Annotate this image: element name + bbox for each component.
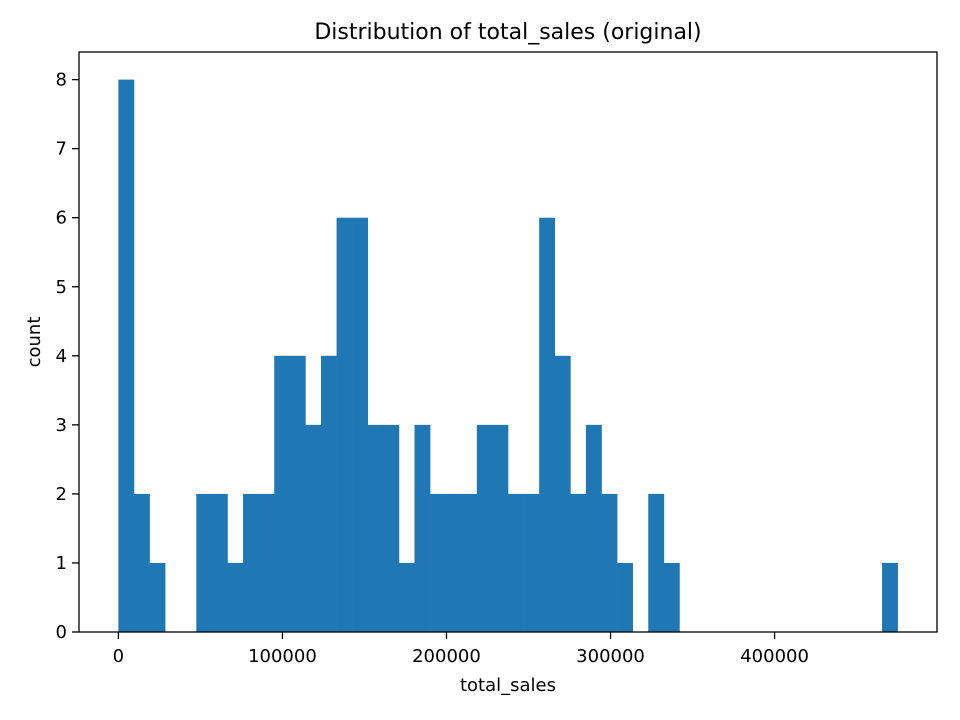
histogram-bar — [149, 562, 166, 632]
histogram-bar — [882, 562, 898, 632]
histogram-bar — [539, 217, 556, 632]
y-tick-label: 7 — [56, 139, 67, 160]
histogram-bar — [118, 79, 135, 633]
x-axis-ticks: 0 100000 200000 300000 400000 — [113, 632, 809, 667]
y-tick-label: 8 — [56, 70, 67, 91]
x-tick-label: 400000 — [740, 646, 809, 667]
histogram-bar — [617, 562, 633, 632]
histogram-bar — [196, 493, 213, 632]
histogram-bar — [258, 493, 275, 632]
histogram-bar — [601, 493, 618, 632]
histogram-bar — [570, 493, 587, 632]
histogram-bar — [336, 217, 353, 632]
histogram-bar — [289, 355, 306, 632]
plot-frame — [78, 51, 938, 633]
histogram-bar — [227, 562, 244, 632]
y-tick-label: 1 — [56, 553, 67, 574]
histogram-bar — [523, 493, 540, 632]
histogram-bar — [476, 424, 493, 632]
histogram-bar — [211, 493, 228, 632]
histogram-bar — [461, 493, 478, 632]
x-tick-label: 300000 — [576, 646, 645, 667]
y-tick-label: 2 — [56, 484, 67, 505]
histogram-bar — [492, 424, 509, 632]
histogram-bar — [243, 493, 259, 632]
histogram-bar — [648, 493, 665, 632]
x-axis-label: total_sales — [460, 675, 556, 696]
histogram-bar — [508, 493, 524, 632]
histogram-bar — [274, 355, 291, 632]
chart-title: Distribution of total_sales (original) — [314, 20, 701, 45]
histogram-bar — [133, 493, 150, 632]
x-tick-label: 200000 — [412, 646, 481, 667]
histogram-bar — [414, 424, 431, 632]
x-tick-label: 100000 — [248, 646, 317, 667]
y-tick-label: 0 — [56, 622, 67, 643]
histogram-bar — [398, 562, 415, 632]
histogram-bar — [585, 424, 602, 632]
histogram-bar — [554, 355, 571, 632]
histogram-bar — [305, 424, 322, 632]
y-tick-label: 4 — [56, 346, 67, 367]
histogram-bar — [383, 424, 400, 632]
y-tick-label: 5 — [56, 277, 67, 298]
histogram-bars — [118, 79, 898, 633]
histogram-bar — [352, 217, 369, 632]
histogram-bar — [320, 355, 337, 632]
histogram-bar — [430, 493, 446, 632]
y-axis-label: count — [24, 317, 45, 368]
y-tick-label: 3 — [56, 415, 67, 436]
histogram-bar — [663, 562, 680, 632]
histogram-bar — [367, 424, 384, 632]
histogram-bar — [445, 493, 462, 632]
y-tick-label: 6 — [56, 208, 67, 229]
y-axis-ticks: 0 1 2 3 4 5 6 7 8 — [56, 70, 79, 643]
x-tick-label: 0 — [113, 646, 124, 667]
